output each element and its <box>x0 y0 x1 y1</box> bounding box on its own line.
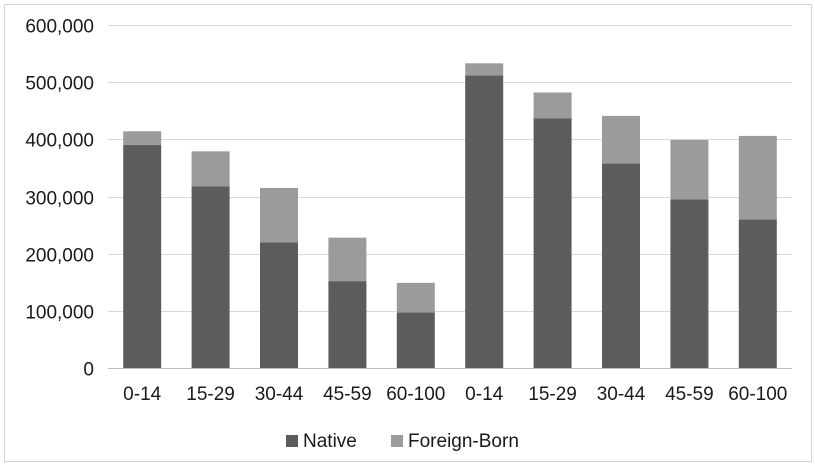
bar-native <box>738 219 777 368</box>
bar-native <box>328 281 367 368</box>
bar-native <box>191 186 230 368</box>
bar-native <box>260 242 298 368</box>
bar-foreign-born <box>670 139 709 200</box>
y-tick-label: 400,000 <box>25 131 94 152</box>
x-tick-label: 60-100 <box>386 384 445 405</box>
legend-item-foreign-born-swatch <box>391 435 403 447</box>
y-tick-label: 500,000 <box>25 74 94 95</box>
bars <box>123 63 777 368</box>
y-axis: 0 100,000 200,000 300,000 400,000 500,000 600,… <box>25 17 94 381</box>
x-axis: 0-14 15-29 30-44 45-59 60-100 0-14 15-29 30-44 4… <box>123 384 787 405</box>
x-tick-label: 45-59 <box>665 384 714 405</box>
y-tick-label: 600,000 <box>25 17 94 38</box>
x-tick-label: 0-14 <box>123 384 161 405</box>
bar-foreign-born <box>396 282 435 313</box>
y-tick-label: 0 <box>83 360 94 381</box>
bar-foreign-born <box>602 115 640 164</box>
legend-item-native-label: Native <box>303 431 357 452</box>
x-tick-label: 15-29 <box>528 384 577 405</box>
y-tick-label: 300,000 <box>25 189 94 210</box>
legend-item-native-swatch <box>286 435 298 447</box>
x-tick-label: 30-44 <box>597 384 646 405</box>
bar-native <box>533 118 572 368</box>
legend-item-foreign-born-label: Foreign-Born <box>408 431 519 452</box>
x-tick-label: 30-44 <box>255 384 304 405</box>
bar-foreign-born <box>260 187 298 243</box>
bar-native <box>670 199 709 368</box>
x-tick-label: 45-59 <box>323 384 372 405</box>
x-tick-label: 15-29 <box>186 384 235 405</box>
bar-native <box>396 312 435 368</box>
x-tick-label: 0-14 <box>465 384 503 405</box>
bar-native <box>123 145 162 368</box>
legend: Native Foreign-Born <box>286 431 519 452</box>
bar-native <box>465 75 504 368</box>
bar-native <box>602 163 640 368</box>
bar-foreign-born <box>465 63 504 76</box>
bar-foreign-born <box>123 131 162 146</box>
bar-foreign-born <box>533 92 572 119</box>
y-tick-label: 100,000 <box>25 303 94 324</box>
bar-foreign-born <box>328 237 367 282</box>
bar-foreign-born <box>191 151 230 187</box>
x-tick-label: 60-100 <box>728 384 787 405</box>
bar-foreign-born <box>738 135 777 220</box>
y-tick-label: 200,000 <box>25 246 94 267</box>
